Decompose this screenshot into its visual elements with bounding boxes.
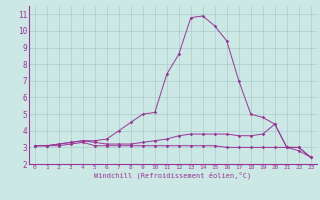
X-axis label: Windchill (Refroidissement éolien,°C): Windchill (Refroidissement éolien,°C) (94, 172, 252, 179)
